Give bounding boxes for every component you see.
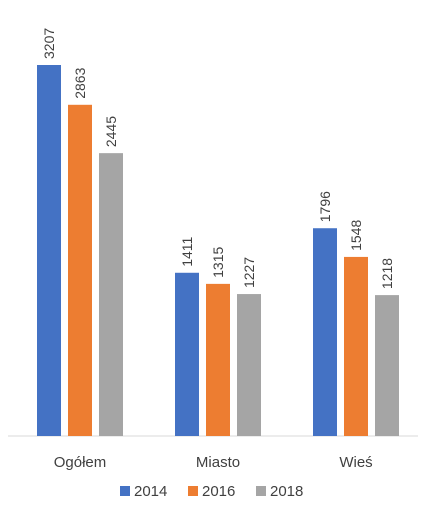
bar-Miasto-2016 xyxy=(206,283,230,436)
legend-swatch xyxy=(256,486,266,496)
category-label: Wieś xyxy=(339,454,372,471)
legend-label: 2018 xyxy=(270,483,303,500)
data-label-Ogółem-2014: 3207 xyxy=(41,28,57,59)
bar-Wieś-2016 xyxy=(344,256,368,436)
legend-item-2016: 2016 xyxy=(188,483,235,500)
data-label-Wieś-2014: 1796 xyxy=(317,191,333,222)
bar-Ogółem-2016 xyxy=(68,104,92,437)
bar-Wieś-2014 xyxy=(313,228,337,436)
legend-swatch xyxy=(188,486,198,496)
data-label-Ogółem-2018: 2445 xyxy=(103,116,119,147)
legend-label: 2016 xyxy=(202,483,235,500)
bar-Miasto-2018 xyxy=(237,294,261,436)
data-label-Wieś-2016: 1548 xyxy=(348,220,364,251)
bar-Miasto-2014 xyxy=(175,272,199,436)
legend: 2014 2016 2018 xyxy=(120,483,303,500)
data-labels-group: 3207 2863 2445 1411 1315 1227 1796 1548 1218 xyxy=(41,28,395,289)
data-label-Ogółem-2016: 2863 xyxy=(72,67,88,98)
bar-Wieś-2018 xyxy=(375,295,399,436)
data-label-Miasto-2018: 1227 xyxy=(241,257,257,288)
data-label-Miasto-2016: 1315 xyxy=(210,247,226,278)
category-label: Miasto xyxy=(196,454,240,471)
category-labels-group: Ogółem Miasto Wieś xyxy=(54,454,373,471)
data-label-Miasto-2014: 1411 xyxy=(179,236,195,266)
legend-swatch xyxy=(120,486,130,496)
legend-item-2018: 2018 xyxy=(256,483,303,500)
bar-Ogółem-2014 xyxy=(37,65,61,436)
bars-group xyxy=(37,65,399,437)
legend-label: 2014 xyxy=(134,483,167,500)
legend-item-2014: 2014 xyxy=(120,483,167,500)
bar-Ogółem-2018 xyxy=(99,153,123,436)
data-label-Wieś-2018: 1218 xyxy=(379,258,395,289)
category-label: Ogółem xyxy=(54,454,107,471)
